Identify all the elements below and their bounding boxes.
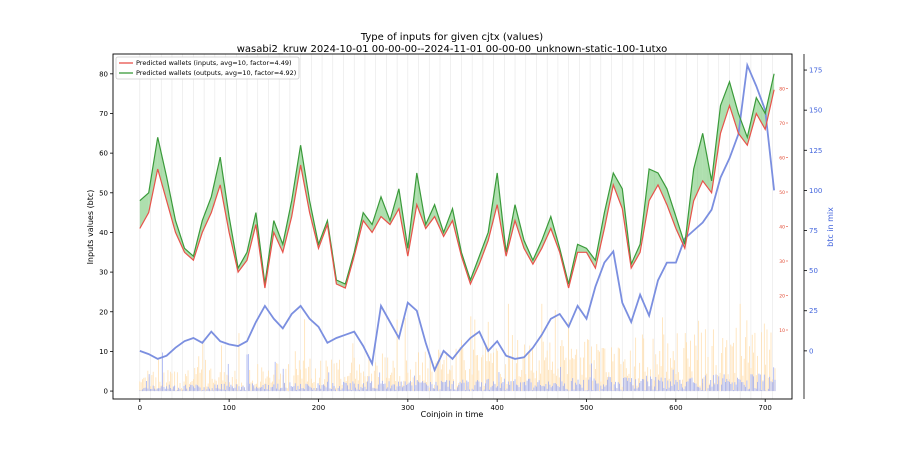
y3-tick-label: 20 (779, 294, 785, 300)
fill-band-segment (720, 81, 730, 134)
fill-band-segment (666, 188, 676, 229)
y-tick-label: 80 (99, 70, 108, 78)
fill-band-segment (479, 232, 489, 265)
y3-tick-label: 30 (779, 259, 785, 265)
y-axis-right-inner: 10 20 30 40 50 60 70 80 (779, 87, 788, 334)
volume-bars (139, 303, 776, 392)
y-tick-label: 70 (99, 110, 108, 118)
y2-tick-label: 150 (809, 107, 822, 115)
fill-band-segment (202, 196, 212, 233)
fill-band-segment (756, 97, 766, 130)
y-axis-label: Inputs values (btc) (86, 190, 95, 265)
fill-band-segment (336, 280, 346, 288)
fill-band-segment (541, 216, 551, 249)
plot-frame (112, 53, 793, 400)
y3-tick-label: 80 (779, 87, 785, 93)
y3-tick-label: 40 (779, 225, 785, 231)
y2-tick-label: 50 (809, 267, 818, 275)
x-tick-label: 0 (138, 404, 142, 412)
y-tick-label: 30 (99, 269, 108, 277)
series-lines (139, 61, 775, 373)
line-outputs (139, 73, 775, 285)
chart-subtitle: wasabi2_kruw 2024-10-01 00-00-00--2024-1… (237, 44, 667, 55)
y2-tick-label: 125 (809, 147, 822, 155)
fill-band-segment (273, 220, 283, 253)
fill-band-segment (139, 192, 149, 229)
fill-band-segment (372, 196, 382, 233)
y-tick-label: 20 (99, 308, 108, 316)
x-tick-label: 400 (490, 404, 503, 412)
fill-band-segment (184, 248, 194, 261)
x-tick-label: 200 (312, 404, 325, 412)
y2-tick-label: 25 (809, 307, 818, 315)
y3-tick-label: 60 (779, 156, 785, 162)
x-tick-label: 300 (401, 404, 414, 412)
y-tick-label: 60 (99, 150, 108, 158)
x-tick-label: 700 (759, 404, 772, 412)
fill-band-segment (577, 244, 587, 253)
y-axis-left: 0 10 20 30 40 50 60 70 80 (99, 70, 113, 396)
x-tick-label: 500 (580, 404, 593, 412)
x-tick-label: 600 (669, 404, 682, 412)
fill-band-segment (765, 73, 775, 130)
line-inputs (139, 89, 775, 289)
line-btc-in-mix (139, 61, 775, 373)
y3-tick-label: 10 (779, 328, 785, 334)
fill-band-segment (148, 137, 158, 213)
fill-band-segment (729, 81, 739, 134)
fill-band-segment (613, 172, 623, 209)
fill-band-segment (211, 157, 221, 213)
y3-tick-label: 50 (779, 190, 785, 196)
fill-band-segment (291, 145, 301, 217)
x-axis: 0 100 200 300 400 500 600 700 (138, 399, 772, 412)
legend-label-outputs: Predicted wallets (outputs, avg=10, fact… (136, 69, 296, 77)
y-tick-label: 40 (99, 229, 108, 237)
fill-band-segment (157, 137, 167, 201)
legend-label-inputs: Predicted wallets (inputs, avg=10, facto… (136, 59, 292, 67)
fill-band-segment (604, 172, 614, 229)
y-axis-right: 0 25 50 75 100 125 150 175 (803, 54, 822, 399)
chart-title: Type of inputs for given cjtx (values) (360, 32, 543, 43)
y2-tick-label: 100 (809, 187, 822, 195)
y-tick-label: 10 (99, 348, 108, 356)
fill-band-segment (649, 169, 658, 201)
y3-tick-label: 70 (779, 121, 785, 127)
x-axis-label: Coinjoin in time (421, 410, 484, 419)
legend: Predicted wallets (inputs, avg=10, facto… (115, 56, 300, 80)
x-tick-label: 100 (222, 404, 235, 412)
y2-axis-label: btc in mix (826, 207, 835, 247)
y-tick-label: 0 (104, 388, 108, 396)
y2-tick-label: 75 (809, 227, 818, 235)
y-tick-label: 50 (99, 189, 108, 197)
y2-tick-label: 0 (809, 347, 813, 355)
fill-band-segment (657, 172, 667, 205)
fill-band-segment (363, 212, 373, 233)
fill-band-segment (693, 133, 703, 201)
y2-tick-label: 175 (809, 67, 822, 75)
